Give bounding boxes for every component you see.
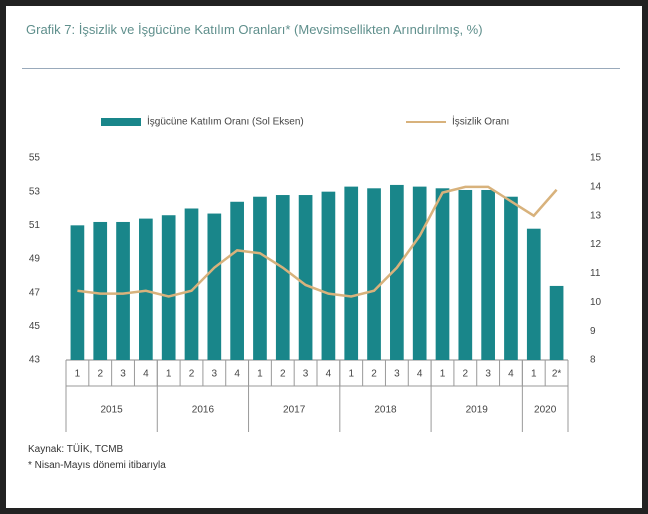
notes: Kaynak: TÜİK, TCMB * Nisan-Mayıs dönemi … [28, 442, 166, 474]
x-group-label: 2016 [192, 405, 215, 416]
y2-tick-label: 10 [590, 297, 602, 308]
x-tick-label: 1 [440, 369, 446, 380]
y2-tick-label: 9 [590, 326, 596, 337]
bar [390, 184, 404, 360]
y-tick-label: 43 [29, 355, 41, 366]
y-tick-label: 55 [29, 153, 41, 164]
legend-swatch [101, 118, 141, 126]
x-tick-label: 1 [257, 369, 263, 380]
title-rule [22, 68, 620, 69]
x-group-label: 2015 [101, 405, 124, 416]
bar [458, 189, 473, 360]
bar [161, 215, 176, 360]
bar [344, 186, 359, 360]
y2-tick-label: 14 [590, 181, 602, 192]
x-tick-label: 2 [463, 369, 469, 380]
bar [93, 221, 108, 360]
x-tick-label: 3 [485, 369, 491, 380]
x-tick-label: 4 [234, 369, 240, 380]
x-tick-label: 1 [531, 369, 537, 380]
bar [321, 191, 336, 360]
y2-tick-label: 8 [590, 355, 596, 366]
y-tick-label: 45 [29, 321, 41, 332]
x-tick-label: 2 [189, 369, 195, 380]
y-tick-label: 47 [29, 287, 41, 298]
bar [412, 186, 427, 360]
x-group-label: 2017 [283, 405, 306, 416]
y-tick-label: 53 [29, 186, 41, 197]
legend-label: İşgücüne Katılım Oranı (Sol Eksen) [147, 115, 304, 128]
legend-label: İşsizlik Oranı [452, 115, 509, 128]
bar [481, 189, 495, 360]
bar [207, 213, 222, 360]
bar [275, 195, 290, 360]
x-group-label: 2019 [466, 405, 489, 416]
x-tick-label: 2 [97, 369, 103, 380]
x-tick-label: 2* [552, 369, 562, 380]
bar [435, 188, 450, 360]
bar [116, 221, 130, 360]
y-tick-label: 49 [29, 254, 41, 265]
x-group-label: 2018 [374, 405, 397, 416]
y2-tick-label: 11 [590, 268, 601, 279]
y-tick-label: 51 [29, 220, 41, 231]
x-tick-label: 3 [120, 369, 126, 380]
x-tick-label: 4 [326, 369, 332, 380]
x-tick-label: 4 [508, 369, 514, 380]
bar [230, 201, 244, 360]
line [77, 185, 558, 298]
bar [253, 196, 267, 360]
bar [70, 225, 85, 360]
bar [139, 218, 153, 360]
bar [526, 228, 541, 360]
y2-tick-label: 15 [590, 153, 602, 164]
x-tick-label: 1 [166, 369, 172, 380]
x-tick-label: 3 [394, 369, 400, 380]
x-tick-label: 4 [143, 369, 149, 380]
bar [367, 188, 381, 360]
chart-title: Grafik 7: İşsizlik ve İşgücüne Katılım O… [26, 22, 483, 37]
x-tick-label: 3 [212, 369, 218, 380]
x-tick-label: 3 [303, 369, 309, 380]
bar [549, 285, 564, 360]
y2-tick-label: 12 [590, 239, 602, 250]
x-tick-label: 1 [348, 369, 354, 380]
y2-tick-label: 13 [590, 210, 602, 221]
bar [184, 208, 199, 360]
x-tick-label: 4 [417, 369, 423, 380]
x-tick-label: 2 [371, 369, 377, 380]
bar [298, 195, 313, 360]
bar [504, 196, 518, 360]
source-note: Kaynak: TÜİK, TCMB [28, 444, 124, 455]
x-tick-label: 2 [280, 369, 286, 380]
x-tick-label: 1 [75, 369, 81, 380]
footnote: * Nisan-Mayıs dönemi itibarıyla [28, 460, 166, 471]
x-group-label: 2020 [534, 405, 557, 416]
